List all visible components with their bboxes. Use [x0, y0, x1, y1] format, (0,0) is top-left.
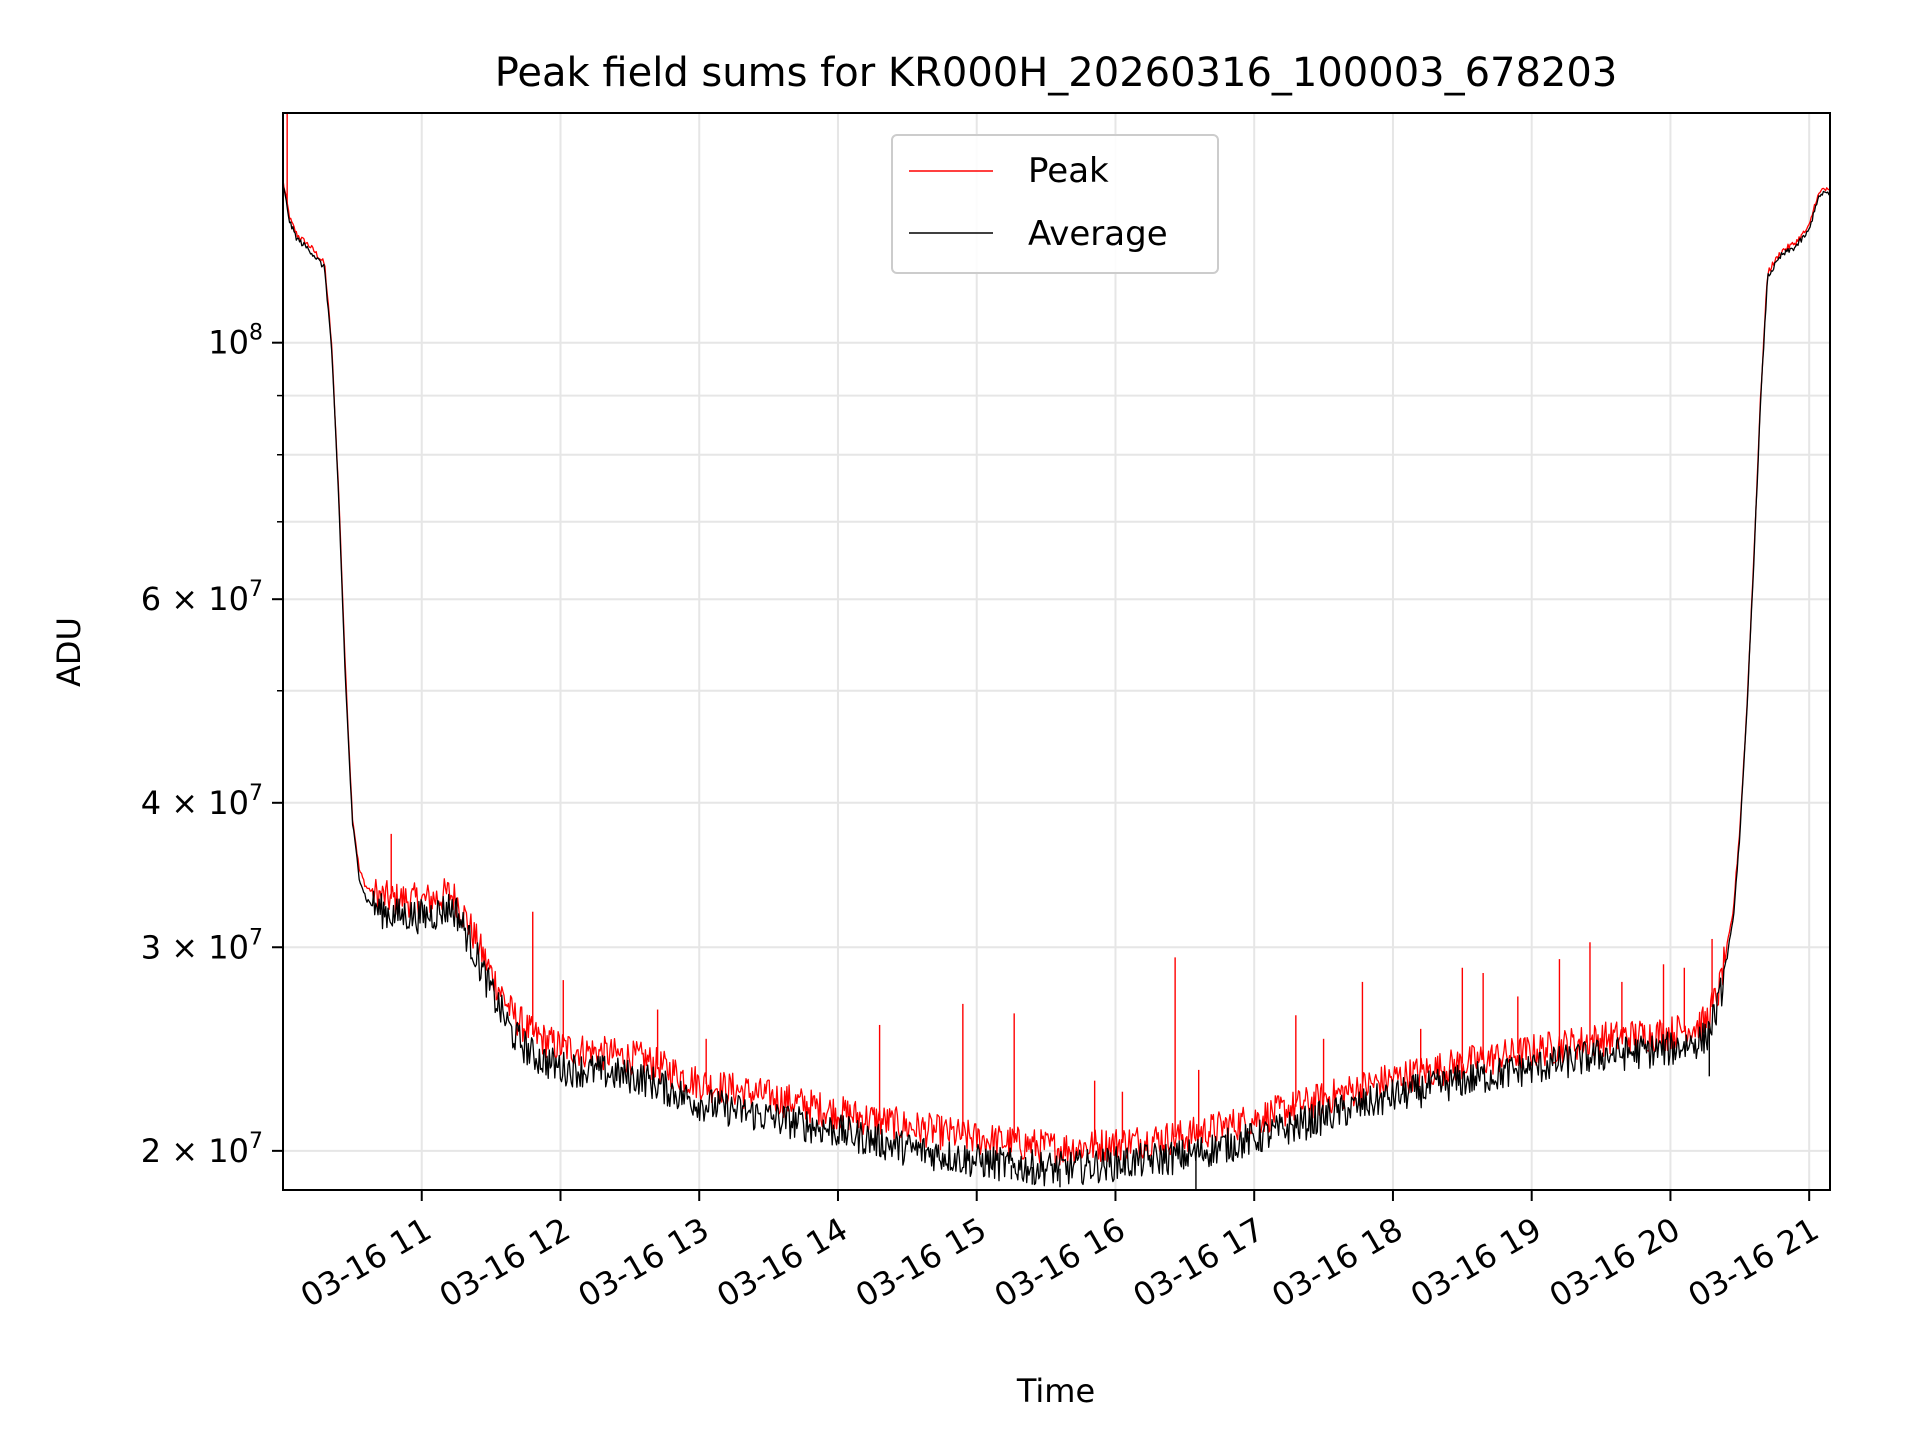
y-tick-label: 108 [208, 321, 263, 362]
x-tick-label: 03-16 14 [710, 1210, 854, 1315]
y-tick-exponent: 7 [249, 925, 263, 950]
series-line-average [282, 185, 1831, 1187]
y-tick-label: 6 × 107 [141, 577, 263, 618]
legend-peak-label: Peak [1028, 151, 1109, 191]
x-tick-label: 03-16 19 [1404, 1210, 1548, 1315]
x-tick-label: 03-16 21 [1682, 1210, 1826, 1315]
legend-average-label: Average [1028, 214, 1168, 254]
x-tick-label: 03-16 20 [1543, 1210, 1687, 1315]
x-tick-label: 03-16 17 [1127, 1210, 1271, 1315]
x-tick-label: 03-16 11 [294, 1210, 438, 1315]
y-tick-exponent: 7 [249, 781, 263, 806]
y-tick-label: 2 × 107 [141, 1129, 263, 1170]
x-tick-label: 03-16 16 [988, 1210, 1132, 1315]
series-layer [282, 113, 1831, 1190]
y-tick-base: 10 [208, 784, 249, 822]
series-line-peak [282, 179, 1831, 1167]
x-tick-label: 03-16 18 [1265, 1210, 1409, 1315]
x-tick-label: 03-16 15 [849, 1210, 993, 1315]
x-axis-label: Time [1016, 1372, 1095, 1410]
y-tick-exponent: 7 [249, 1129, 263, 1154]
y-tick-exponent: 8 [249, 321, 263, 346]
y-axis-label: ADU [50, 617, 88, 687]
y-tick-exponent: 7 [249, 577, 263, 602]
y-tick-base: 10 [208, 324, 249, 362]
y-tick-label: 4 × 107 [141, 781, 263, 822]
y-tick-label: 3 × 107 [141, 925, 263, 966]
legend-box [891, 134, 1219, 274]
y-tick-mantissa: 2 × [141, 1132, 209, 1170]
legend: Peak Average [891, 134, 1219, 274]
y-tick-mantissa: 4 × [141, 784, 209, 822]
grid-layer [283, 113, 1830, 1190]
y-tick-base: 10 [208, 928, 249, 966]
plot-frame [282, 112, 1831, 1191]
series-average [282, 185, 1831, 1190]
y-tick-base: 10 [208, 1132, 249, 1170]
y-tick-base: 10 [208, 580, 249, 618]
y-tick-mantissa: 6 × [141, 580, 209, 618]
y-tick-mantissa: 3 × [141, 928, 209, 966]
chart-title: Peak field sums for KR000H_20260316_1000… [495, 50, 1618, 96]
x-tick-label: 03-16 13 [572, 1210, 716, 1315]
x-tick-label: 03-16 12 [433, 1210, 577, 1315]
